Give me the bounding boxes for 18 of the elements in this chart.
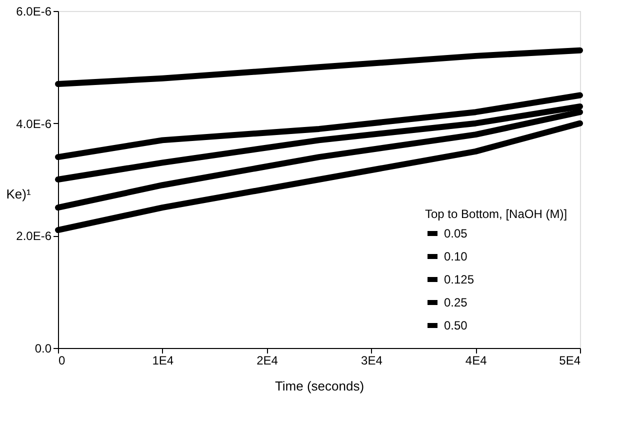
legend-label: 0.25 — [444, 296, 468, 310]
y-tick-label: 4.0E-6 — [16, 116, 52, 131]
y-tick-label: 0.0 — [34, 342, 52, 356]
legend-title: Top to Bottom, [NaOH (M)] — [425, 207, 568, 221]
y-axis-title: Ke)¹ — [6, 186, 32, 202]
x-tick-label: 3E4 — [361, 354, 383, 368]
x-tick-label: 1E4 — [152, 354, 174, 368]
legend-label: 0.50 — [444, 318, 468, 332]
x-tick-label: 4E4 — [465, 354, 488, 368]
x-tick-label: 5E4 — [559, 354, 581, 368]
x-tick-label: 0 — [58, 354, 66, 368]
x-axis-title: Time (seconds) — [274, 378, 364, 394]
x-tick-label: 2E4 — [256, 354, 278, 368]
legend-label: 0.10 — [444, 250, 468, 264]
legend-label: 0.05 — [444, 226, 468, 240]
y-tick-label: 2.0E-6 — [16, 229, 52, 244]
y-tick-label: 6.0E-6 — [16, 4, 52, 18]
legend-label: 0.125 — [444, 272, 474, 286]
